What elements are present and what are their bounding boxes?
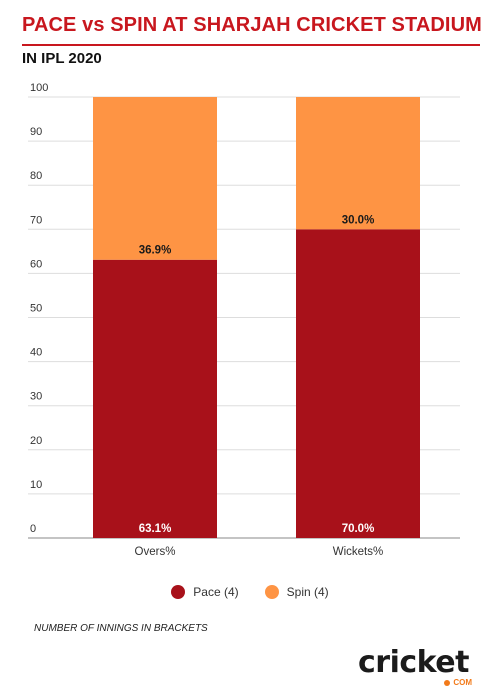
chart-subtitle: IN IPL 2020 (22, 50, 102, 67)
legend-label-pace: Pace (4) (193, 585, 239, 599)
y-tick-label-10: 10 (30, 479, 42, 491)
y-tick-label-40: 40 (30, 347, 42, 359)
cricket-com-logo: cricket COM (358, 648, 478, 692)
x-tick-label-wickets: Wickets% (333, 546, 383, 558)
y-tick-label-50: 50 (30, 303, 42, 315)
bar-overs-pace (93, 259, 217, 538)
legend-swatch-pace (171, 585, 186, 599)
footnote: NUMBER OF INNINGS IN BRACKETS (34, 623, 208, 634)
legend-item-spin: Spin (4) (264, 585, 329, 599)
y-tick-label-20: 20 (30, 435, 42, 447)
chart-title: PACE vs SPIN AT SHARJAH CRICKET STADIUM (22, 14, 482, 36)
data-label-wickets-pace: 70.0% (342, 523, 375, 535)
y-tick-label-0: 0 (30, 523, 36, 535)
y-tick-label-90: 90 (30, 126, 42, 138)
y-tick-label-80: 80 (30, 170, 42, 182)
data-label-wickets-spin: 30.0% (342, 214, 375, 226)
logo-wordmark: cricket (358, 645, 469, 680)
bar-overs-spin (93, 97, 217, 260)
data-label-overs-pace: 63.1% (139, 523, 172, 535)
y-tick-label-100: 100 (30, 82, 48, 94)
logo-suffix-text: COM (453, 678, 472, 687)
chart-legend: Pace (4) Spin (4) (0, 582, 500, 602)
legend-item-pace: Pace (4) (171, 585, 239, 599)
stacked-bar-chart: 0 10 20 30 40 50 60 70 80 90 100 63.1% 36.9% Overs% 70… (28, 82, 460, 558)
legend-swatch-spin (264, 585, 279, 599)
logo-suffix: COM (444, 678, 472, 687)
title-underline (22, 44, 480, 46)
x-tick-label-overs: Overs% (135, 546, 176, 558)
bar-wickets-pace (296, 229, 420, 539)
y-tick-label-60: 60 (30, 258, 42, 270)
y-tick-label-30: 30 (30, 391, 42, 403)
logo-dot-icon (444, 679, 451, 686)
y-tick-label-70: 70 (30, 214, 42, 226)
data-label-overs-spin: 36.9% (139, 245, 172, 257)
legend-label-spin: Spin (4) (286, 585, 329, 599)
bar-wickets-spin (296, 97, 420, 230)
